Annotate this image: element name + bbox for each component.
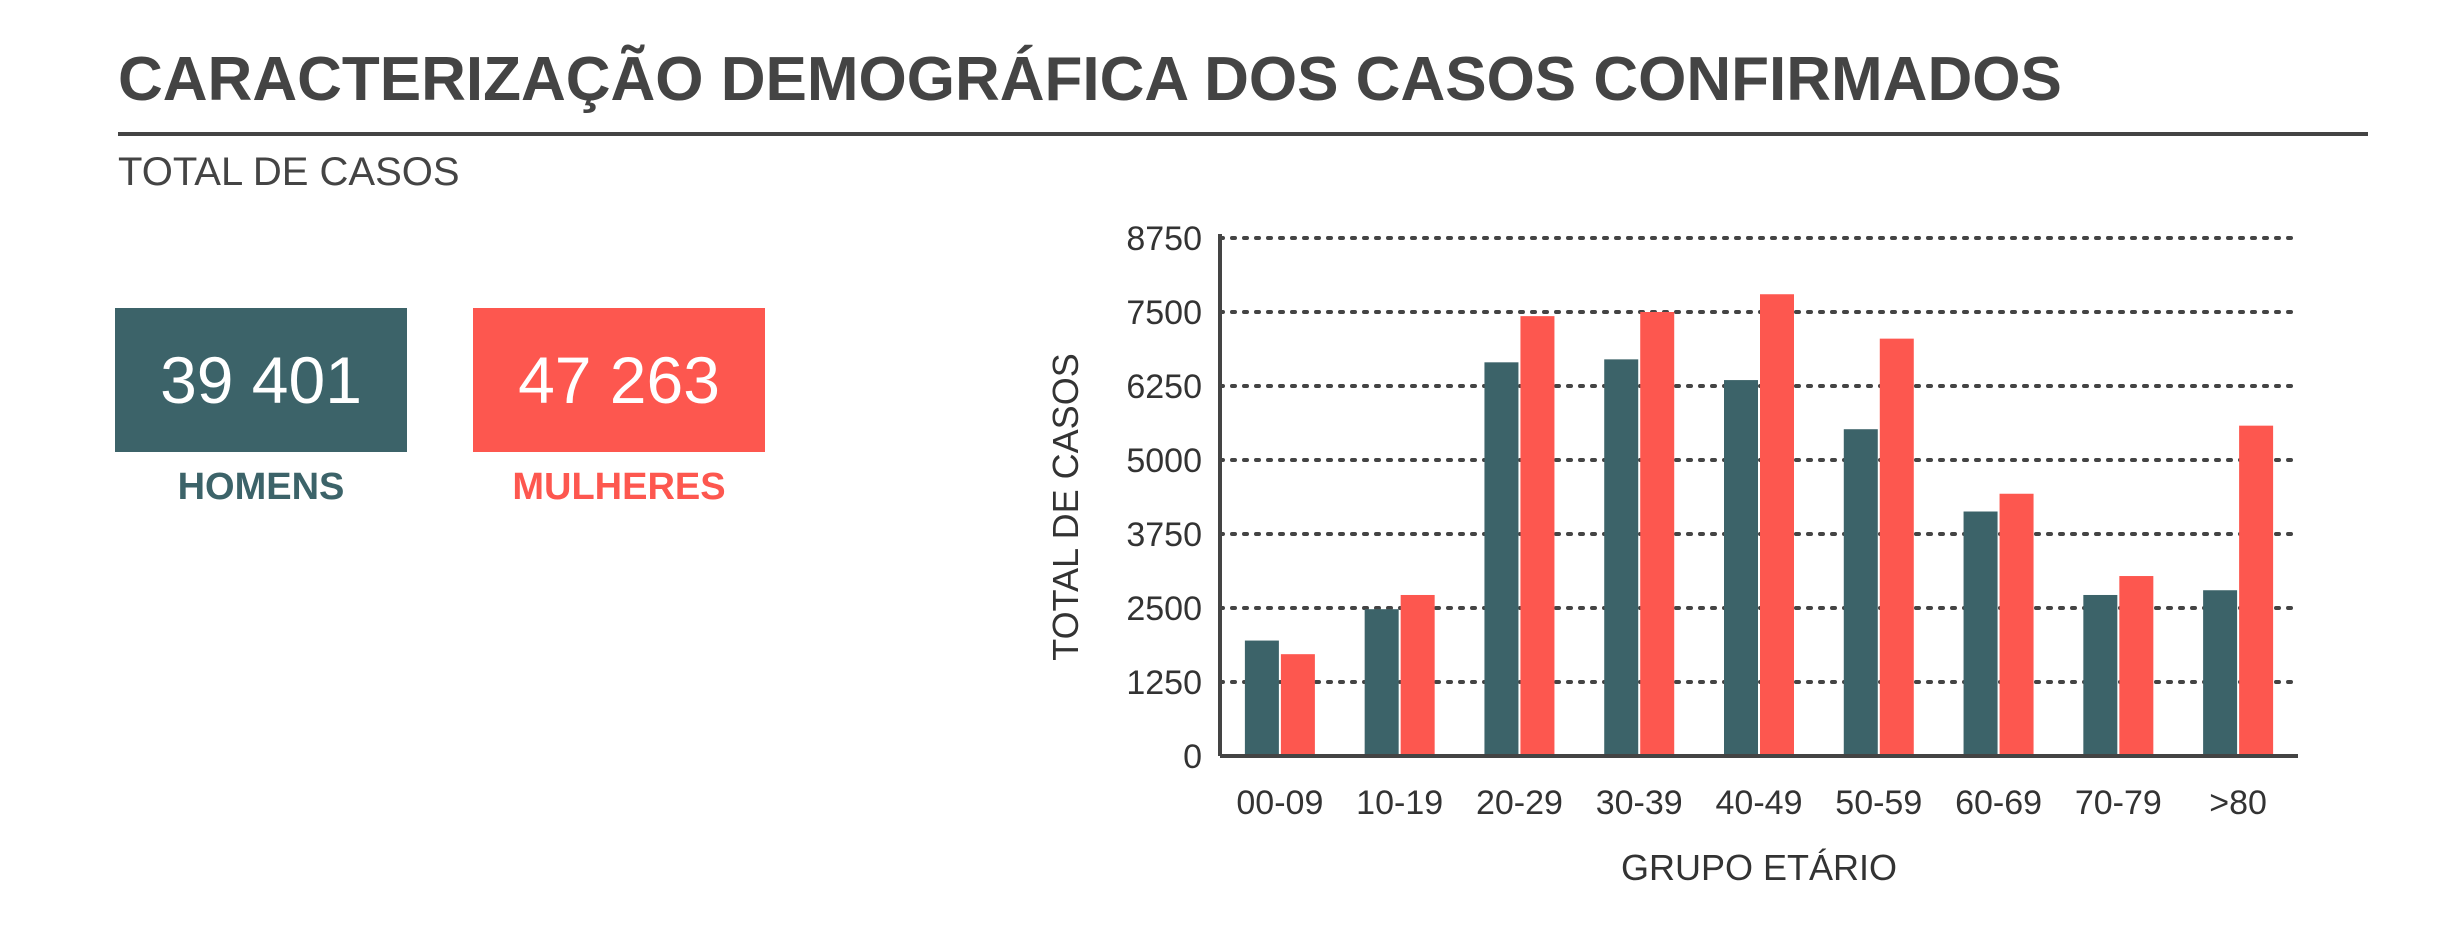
y-tick-label: 0	[1183, 738, 1202, 776]
bar-homens	[1364, 609, 1399, 756]
bar-mulheres	[1280, 654, 1315, 756]
chart-bars	[1244, 294, 2274, 756]
y-axis-ticks: 0 1250 2500 3750 5000 6250 7500 8750	[1126, 220, 1202, 776]
men-total-label: HOMENS	[177, 466, 345, 508]
y-tick-label: 7500	[1126, 294, 1202, 332]
title-divider	[118, 132, 2368, 136]
x-tick-label: 70-79	[2075, 784, 2162, 822]
y-axis-title: TOTAL DE CASOS	[1045, 353, 1086, 660]
bar-homens	[1724, 380, 1758, 756]
men-total-card: 39 401	[115, 308, 407, 452]
x-tick-label: >80	[2209, 784, 2267, 822]
bar-mulheres	[1400, 594, 1435, 756]
bar-mulheres	[1520, 316, 1555, 756]
bar-homens	[1963, 511, 1998, 756]
x-tick-label: 10-19	[1356, 784, 1443, 822]
x-tick-label: 00-09	[1236, 784, 1323, 822]
y-tick-label: 6250	[1126, 368, 1202, 406]
age-group-bar-chart: 0 1250 2500 3750 5000 6250 7500 8750 00-09 10-19…	[1045, 220, 2300, 888]
bar-homens	[1843, 429, 1878, 756]
chart-gridlines	[1218, 236, 2300, 684]
bar-mulheres	[1999, 493, 2034, 756]
x-axis-title: GRUPO ETÁRIO	[1621, 847, 1897, 888]
y-tick-label: 8750	[1126, 220, 1202, 258]
women-total-card: 47 263	[473, 308, 765, 452]
bar-mulheres	[1879, 338, 1914, 756]
bar-homens	[2083, 594, 2118, 756]
women-total-label: MULHERES	[512, 466, 726, 508]
section-subtitle: TOTAL DE CASOS	[118, 150, 460, 194]
x-tick-label: 50-59	[1835, 784, 1922, 822]
x-tick-label: 60-69	[1955, 784, 2042, 822]
y-tick-label: 3750	[1126, 516, 1202, 554]
y-tick-label: 1250	[1126, 664, 1202, 702]
bar-mulheres	[1760, 294, 1794, 756]
bar-homens	[1604, 359, 1639, 756]
chart-axes	[1218, 234, 2298, 758]
page-title: CARACTERIZAÇÃO DEMOGRÁFICA DOS CASOS CON…	[118, 45, 2062, 114]
x-axis-ticks: 00-09 10-19 20-29 30-39 40-49 50-59 60-69 70-79…	[1236, 784, 2267, 822]
bar-homens	[1484, 362, 1519, 756]
x-tick-label: 40-49	[1716, 784, 1803, 822]
x-tick-label: 30-39	[1596, 784, 1683, 822]
y-tick-label: 2500	[1126, 590, 1202, 628]
bar-homens	[2203, 590, 2238, 756]
bar-mulheres	[1640, 312, 1675, 756]
y-tick-label: 5000	[1126, 442, 1202, 480]
bar-mulheres	[2119, 576, 2154, 756]
bar-mulheres	[2239, 425, 2274, 756]
bar-homens	[1244, 640, 1279, 756]
x-tick-label: 20-29	[1476, 784, 1563, 822]
